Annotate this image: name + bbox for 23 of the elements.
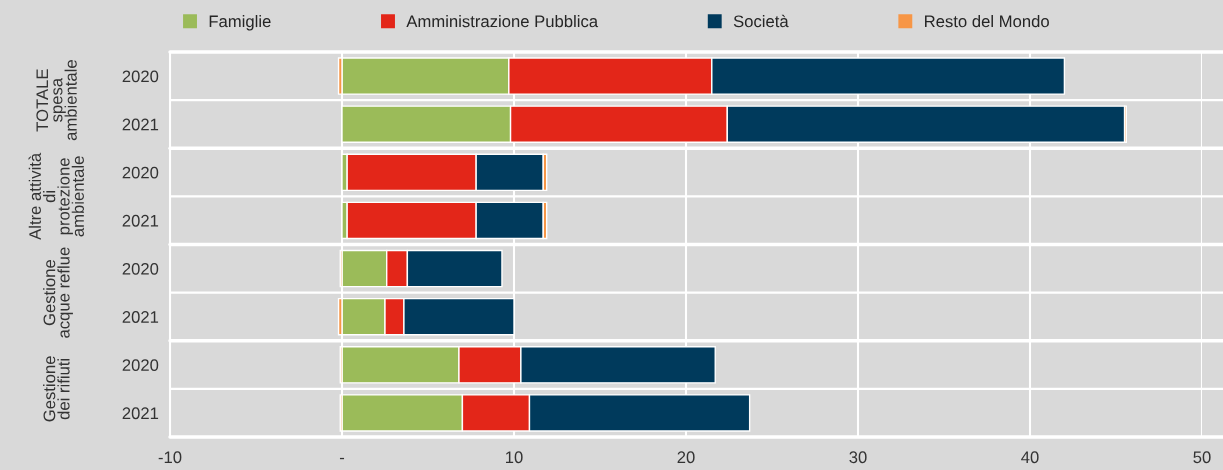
y-tick-label: 2020 [122,70,159,83]
y-tick-label: 2021 [122,214,159,227]
x-tick-label: 30 [849,451,867,464]
x-tick-label: 20 [677,451,695,464]
y-tick-label: 2021 [122,118,159,131]
text: Altre attività di protezione ambientale [28,152,84,240]
y-tick-label: 2020 [122,359,159,372]
text: Gestione dei rifiuti [43,356,70,422]
x-tick-label: 50 [1193,451,1211,464]
x-tick-label: - [339,457,345,460]
y-tick-label: 2021 [122,311,159,323]
y-tick-label: 2021 [122,407,159,420]
legend-label: Amministrazione Pubblica [406,15,599,28]
y-tick-label: 2020 [122,262,159,275]
legend-label: Società [733,14,789,28]
x-tick-label: 10 [506,451,523,464]
x-tick-label: -10 [158,451,182,464]
y-tick-label: 2020 [122,166,159,179]
x-tick-label: 40 [1021,451,1039,464]
text: TOTALE spesa ambientale [36,60,77,141]
legend-label: Famiglie [209,15,271,31]
legend-label: Resto del Mondo [925,15,1049,28]
text: Gestione acque reflue [43,247,73,338]
